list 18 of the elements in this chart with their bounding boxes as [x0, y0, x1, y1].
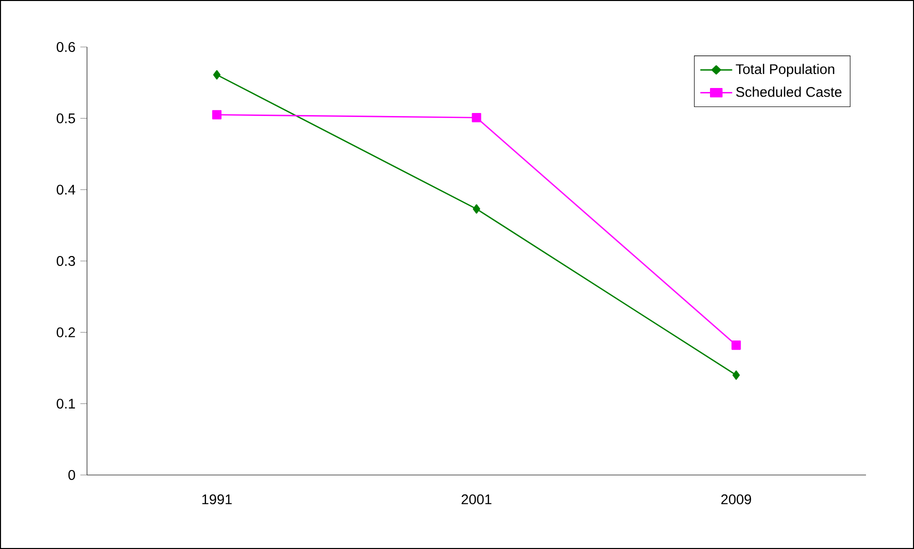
legend-label: Scheduled Caste [736, 86, 842, 97]
x-tick-label: 2009 [721, 494, 752, 504]
x-tick-label: 2001 [462, 494, 492, 504]
legend-label: Total Population [736, 64, 834, 77]
y-tick-label: 0.6 [56, 42, 76, 52]
point [213, 70, 221, 80]
point [732, 370, 740, 380]
point [472, 112, 482, 122]
y-tick-label: 0.3 [56, 256, 76, 266]
x-tick-label: 1991 [202, 494, 232, 504]
point [472, 204, 480, 214]
y-tick-label: 0.2 [56, 327, 75, 338]
y-tick-label: 0.1 [56, 398, 75, 409]
y-tick-label: 0 [68, 470, 76, 480]
point [731, 340, 741, 350]
point [212, 110, 222, 120]
y-tick-label: 0.5 [56, 113, 76, 124]
y-tick-label: 0.4 [56, 184, 76, 195]
